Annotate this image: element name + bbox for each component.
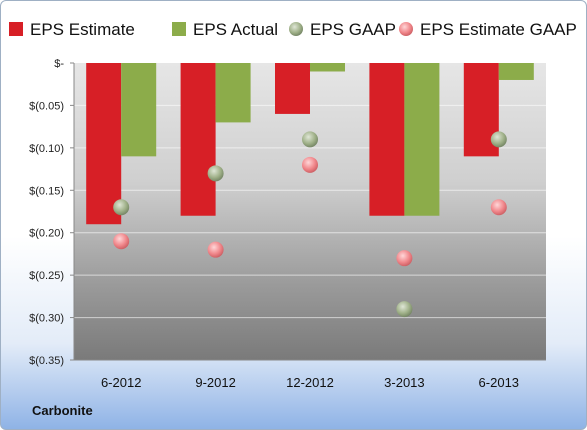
- y-tick-label: $(0.25): [29, 270, 64, 282]
- eps-actual-bar: [404, 63, 440, 216]
- y-tick-label: $(0.15): [29, 185, 64, 197]
- eps-estimate-bar: [180, 63, 216, 216]
- bars: [86, 63, 534, 225]
- legend-swatch: [399, 22, 413, 36]
- legend-label: EPS Actual: [193, 20, 278, 39]
- x-tick-label: 9-2012: [195, 375, 235, 390]
- eps-gaap-point: [396, 301, 413, 318]
- eps-actual-bar: [121, 63, 157, 157]
- x-tick-label: 6-2013: [479, 375, 519, 390]
- eps-gaap-point: [302, 131, 318, 148]
- eps-estimate-gaap-point: [302, 156, 318, 173]
- legend-label: EPS GAAP: [310, 20, 396, 39]
- eps-actual-bar: [310, 63, 345, 72]
- eps-estimate-bar: [275, 63, 310, 114]
- eps-gaap-point: [490, 131, 507, 148]
- x-axis: 6-2012 9-2012 12-2012 3-2013 6-2013: [74, 359, 546, 390]
- y-tick-label: $(0.10): [29, 143, 64, 155]
- eps-actual-bar: [498, 63, 534, 80]
- legend-label: EPS Estimate: [30, 20, 135, 39]
- y-axis: $- $(0.05) $(0.10) $(0.15) $(0.20) $(0.25) $(0…: [29, 58, 75, 367]
- eps-actual-bar: [215, 63, 251, 123]
- x-tick-label: 12-2012: [286, 375, 334, 390]
- y-tick-label: $(0.30): [29, 313, 64, 325]
- y-tick-label: $(0.05): [29, 100, 64, 112]
- y-tick-label: $(0.20): [29, 228, 64, 240]
- legend-label: EPS Estimate GAAP: [420, 20, 577, 39]
- legend-swatch: [9, 22, 23, 36]
- scatter-points: [113, 131, 507, 318]
- x-tick-label: 3-2013: [384, 375, 424, 390]
- legend-swatch: [289, 22, 303, 36]
- eps-estimate-gaap-point: [396, 250, 413, 267]
- y-tick-label: $-: [54, 58, 64, 70]
- x-tick-label: 6-2012: [101, 375, 141, 390]
- eps-gaap-point: [207, 165, 224, 182]
- eps-estimate-gaap-point: [207, 241, 224, 258]
- eps-gaap-point: [113, 199, 130, 216]
- eps-estimate-gaap-point: [490, 199, 507, 216]
- y-tick-label: $(0.35): [29, 355, 64, 367]
- legend-swatch: [172, 22, 186, 36]
- eps-estimate-gaap-point: [113, 233, 130, 250]
- eps-estimate-bar: [369, 63, 405, 216]
- eps-estimate-bar: [86, 63, 122, 225]
- legend: EPS Estimate EPS Actual EPS GAAP EPS Estima…: [9, 20, 577, 39]
- company-name: Carbonite: [32, 403, 93, 418]
